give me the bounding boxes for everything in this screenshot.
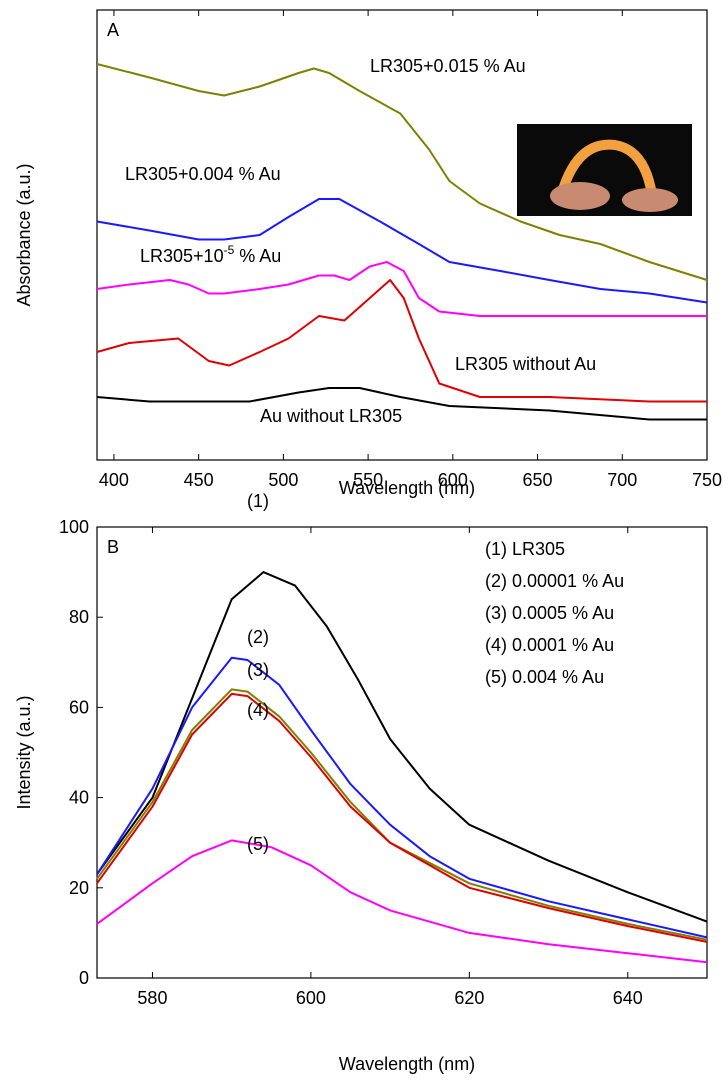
peak-label: (5) bbox=[247, 834, 269, 854]
x-axis-label: Wavelength (nm) bbox=[339, 478, 475, 498]
x-tick-label: 580 bbox=[137, 988, 167, 1008]
x-tick-label: 450 bbox=[184, 470, 214, 490]
plot-frame bbox=[96, 526, 708, 979]
series-name: Au without LR305 bbox=[260, 406, 402, 426]
series-label: LR305+0.015 % Au bbox=[370, 56, 526, 76]
x-tick-label: 600 bbox=[438, 470, 468, 490]
panel-label: B bbox=[107, 537, 119, 557]
series-line bbox=[96, 261, 707, 317]
series-line bbox=[96, 387, 707, 421]
series-line bbox=[96, 279, 707, 403]
series-label: LR305 without Au bbox=[455, 354, 596, 374]
legend-entry: (5) 0.004 % Au bbox=[485, 667, 604, 687]
series-label: LR305+0.004 % Au bbox=[125, 164, 281, 184]
series-name: LR305+10 bbox=[140, 246, 224, 266]
legend-entry: (3) 0.0005 % Au bbox=[485, 603, 614, 623]
x-tick-label: 700 bbox=[607, 470, 637, 490]
peak-label: (2) bbox=[247, 627, 269, 647]
panel-label: A bbox=[107, 20, 119, 40]
x-tick-label: 550 bbox=[353, 470, 383, 490]
y-tick-label: 100 bbox=[59, 517, 89, 537]
x-tick-label: 640 bbox=[613, 988, 643, 1008]
series-name-sup: -5 bbox=[224, 243, 235, 257]
series-name: LR305+0.015 % Au bbox=[370, 56, 526, 76]
series-line bbox=[96, 839, 708, 964]
y-axis-label: Absorbance (a.u.) bbox=[14, 163, 34, 306]
plot-frame bbox=[96, 9, 708, 461]
legend-entry: (2) 0.00001 % Au bbox=[485, 571, 624, 591]
y-axis-label: Intensity (a.u.) bbox=[14, 695, 34, 809]
series-line bbox=[96, 198, 708, 304]
x-tick-label: 750 bbox=[692, 470, 722, 490]
x-axis-label: Wavelength (nm) bbox=[339, 1054, 475, 1074]
legend-entry: (1) LR305 bbox=[485, 539, 565, 559]
y-tick-label: 20 bbox=[69, 878, 89, 898]
x-tick-label: 650 bbox=[523, 470, 553, 490]
x-tick-label: 500 bbox=[268, 470, 298, 490]
y-tick-label: 80 bbox=[69, 607, 89, 627]
series-line bbox=[96, 692, 708, 943]
series-line bbox=[96, 688, 708, 941]
y-tick-label: 0 bbox=[79, 968, 89, 988]
series-name: LR305 without Au bbox=[455, 354, 596, 374]
peak-label: (4) bbox=[247, 700, 269, 720]
photo bbox=[517, 124, 692, 216]
series-name-suffix: % Au bbox=[234, 246, 281, 266]
series-name: LR305+0.004 % Au bbox=[125, 164, 281, 184]
y-tick-label: 60 bbox=[69, 697, 89, 717]
peak-label: (1) bbox=[247, 491, 269, 511]
peak-label: (3) bbox=[247, 660, 269, 680]
x-tick-label: 400 bbox=[99, 470, 129, 490]
legend-entry: (4) 0.0001 % Au bbox=[485, 635, 614, 655]
x-tick-label: 620 bbox=[454, 988, 484, 1008]
series-label: LR305+10-5 % Au bbox=[140, 243, 281, 266]
series-line bbox=[96, 63, 708, 281]
series-line bbox=[96, 571, 708, 923]
series-line bbox=[96, 656, 708, 939]
series-label: Au without LR305 bbox=[260, 406, 402, 426]
x-tick-label: 600 bbox=[296, 988, 326, 1008]
y-tick-label: 40 bbox=[69, 788, 89, 808]
